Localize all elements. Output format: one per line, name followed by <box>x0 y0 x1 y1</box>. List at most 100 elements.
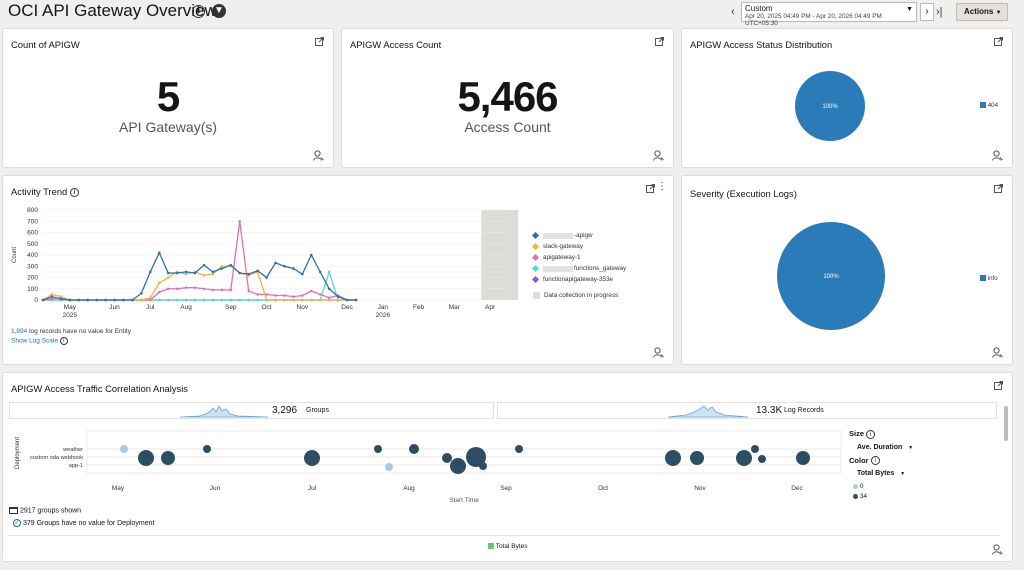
data-point[interactable] <box>193 286 197 289</box>
data-point[interactable] <box>140 291 143 295</box>
data-point[interactable] <box>50 297 54 301</box>
no-entity-count[interactable]: 1,894 <box>11 328 28 335</box>
data-point[interactable] <box>309 253 313 257</box>
info-icon[interactable]: i <box>866 429 876 439</box>
legend-item[interactable]: functionapigateway-353e <box>531 274 663 285</box>
bubble[interactable] <box>479 462 487 470</box>
user-icon[interactable] <box>313 150 324 161</box>
user-icon[interactable] <box>992 347 1003 358</box>
data-point[interactable] <box>193 298 197 302</box>
bubble[interactable] <box>736 450 752 466</box>
bubble[interactable] <box>466 447 486 467</box>
bubble[interactable] <box>515 445 523 453</box>
info-icon[interactable]: i <box>192 5 205 18</box>
data-point[interactable] <box>202 273 206 277</box>
records-summary[interactable]: 13.3K Log Records <box>497 402 997 419</box>
data-point[interactable] <box>283 294 286 297</box>
data-point[interactable] <box>265 293 268 296</box>
data-point[interactable] <box>301 294 304 297</box>
data-point[interactable] <box>336 295 340 298</box>
data-point[interactable] <box>122 298 125 302</box>
user-icon[interactable] <box>653 347 664 358</box>
show-log-scale-link[interactable]: Show Log Scale i <box>11 337 68 345</box>
data-point[interactable] <box>274 261 277 265</box>
data-point[interactable] <box>184 272 188 276</box>
series-line[interactable] <box>42 265 356 301</box>
bubble[interactable] <box>442 453 452 463</box>
data-point[interactable] <box>256 298 259 302</box>
data-point[interactable] <box>202 298 206 302</box>
data-point[interactable] <box>229 298 233 302</box>
data-point[interactable] <box>149 270 152 274</box>
data-point[interactable] <box>157 251 161 255</box>
bubble[interactable] <box>751 445 759 453</box>
data-point[interactable] <box>292 267 295 270</box>
legend-item-404[interactable]: 404 <box>980 102 998 109</box>
data-point[interactable] <box>95 298 98 302</box>
data-point[interactable] <box>59 297 63 301</box>
legend-item[interactable]: slack-gateway <box>531 241 663 252</box>
data-point[interactable] <box>211 270 215 274</box>
groups-novalue-label[interactable]: 379 Groups have no value for Deployment <box>22 519 155 527</box>
legend-item[interactable]: apigateway-1 <box>531 252 663 263</box>
data-point[interactable] <box>41 298 45 302</box>
pie-slice-info[interactable] <box>777 222 885 330</box>
data-point[interactable] <box>327 296 331 300</box>
data-point[interactable] <box>68 298 72 302</box>
data-point[interactable] <box>327 270 331 274</box>
open-external-icon[interactable] <box>655 37 664 46</box>
data-point[interactable] <box>157 281 161 285</box>
vertical-scrollbar[interactable] <box>1004 406 1008 441</box>
data-point[interactable] <box>211 298 215 302</box>
bottom-legend-item[interactable]: Total Bytes <box>488 543 528 550</box>
time-range-picker[interactable]: Custom Apr 20, 2025 04:49 PM - Apr 20, 2… <box>741 2 917 27</box>
data-point[interactable] <box>274 294 277 297</box>
legend-item-info[interactable]: info <box>980 275 998 282</box>
bubble[interactable] <box>385 463 393 471</box>
legend-item[interactable]: Data collection in progress <box>533 290 663 301</box>
data-point[interactable] <box>184 286 188 289</box>
data-point[interactable] <box>256 293 259 296</box>
bubble[interactable] <box>203 445 211 453</box>
data-point[interactable] <box>211 288 215 292</box>
data-point[interactable] <box>301 272 304 276</box>
data-point[interactable] <box>175 271 179 275</box>
data-point[interactable] <box>220 288 224 292</box>
data-point[interactable] <box>131 298 134 302</box>
bubble[interactable] <box>450 458 466 474</box>
data-point[interactable] <box>327 298 331 302</box>
data-point[interactable] <box>283 298 286 302</box>
user-icon[interactable] <box>653 150 664 161</box>
data-point[interactable] <box>238 298 242 302</box>
legend-item[interactable]: -apigw <box>531 230 663 241</box>
data-point[interactable] <box>345 298 349 302</box>
data-point[interactable] <box>292 295 295 298</box>
data-point[interactable] <box>283 264 286 268</box>
bubble[interactable] <box>374 445 382 453</box>
data-point[interactable] <box>318 298 322 302</box>
last-range-button[interactable]: ›| <box>936 6 943 18</box>
bubble[interactable] <box>161 451 175 465</box>
bubble[interactable] <box>138 450 154 466</box>
legend-item[interactable]: functions_gateway <box>531 263 663 274</box>
bubble[interactable] <box>409 444 419 454</box>
data-point[interactable] <box>149 296 152 300</box>
bubble[interactable] <box>665 450 681 466</box>
open-external-icon[interactable] <box>315 37 324 46</box>
user-icon[interactable] <box>992 544 1003 555</box>
data-point[interactable] <box>157 290 161 294</box>
data-point[interactable] <box>318 293 322 296</box>
data-point[interactable] <box>166 287 170 291</box>
bubble[interactable] <box>758 455 766 463</box>
data-point[interactable] <box>86 298 90 302</box>
more-options-icon[interactable]: ⋮ <box>657 181 667 192</box>
previous-range-button[interactable]: ‹ <box>731 6 735 18</box>
color-dropdown[interactable]: Total Bytes ▼ <box>857 470 913 477</box>
data-point[interactable] <box>327 287 331 291</box>
data-point[interactable] <box>229 288 233 292</box>
data-point[interactable] <box>202 263 206 267</box>
bubble[interactable] <box>120 445 128 453</box>
data-point[interactable] <box>202 287 206 291</box>
info-icon[interactable]: i <box>59 337 68 345</box>
bubble[interactable] <box>690 451 704 465</box>
